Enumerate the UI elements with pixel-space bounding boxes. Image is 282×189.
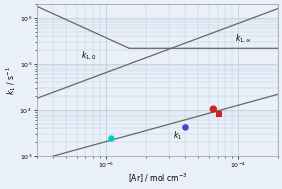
Point	[211, 108, 216, 111]
Text: $k_{1,\infty}$: $k_{1,\infty}$	[235, 33, 252, 45]
Point	[183, 126, 188, 129]
X-axis label: [Ar] / mol cm$^{-3}$: [Ar] / mol cm$^{-3}$	[127, 172, 187, 185]
Text: $k_1$: $k_1$	[173, 129, 182, 142]
Point	[217, 113, 221, 116]
Point	[109, 137, 114, 140]
Text: $k_{1,0}$: $k_{1,0}$	[81, 50, 97, 62]
Y-axis label: $k_1$ / s$^{-1}$: $k_1$ / s$^{-1}$	[4, 66, 18, 94]
